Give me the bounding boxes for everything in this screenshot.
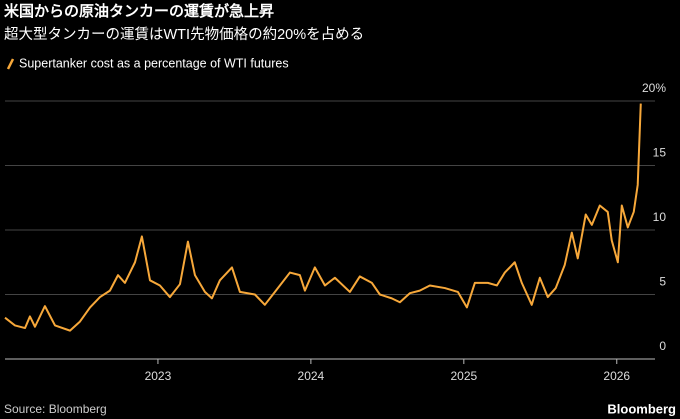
x-tick-label: 2025: [450, 369, 477, 383]
data-line: [4, 103, 642, 332]
y-tick-label: 20%: [642, 81, 666, 95]
chart-title: 米国からの原油タンカーの運賃が急上昇: [4, 2, 274, 20]
chart-subtitle: 超大型タンカーの運賃はWTI先物価格の約20%を占める: [4, 26, 364, 43]
y-tick-label: 10: [653, 210, 667, 224]
x-tick-label: 2024: [298, 369, 325, 383]
y-tick-label: 5: [659, 275, 666, 289]
y-tick-label: 15: [653, 146, 667, 160]
brand: Bloomberg: [607, 401, 676, 416]
x-tick-label: 2023: [145, 369, 172, 383]
x-tick-label: 2026: [603, 369, 630, 383]
legend-label: Supertanker cost as a percentage of WTI …: [19, 56, 289, 70]
y-tick-label: 0: [659, 339, 666, 353]
legend-swatch: [6, 58, 15, 70]
source: Source: Bloomberg: [4, 402, 107, 416]
